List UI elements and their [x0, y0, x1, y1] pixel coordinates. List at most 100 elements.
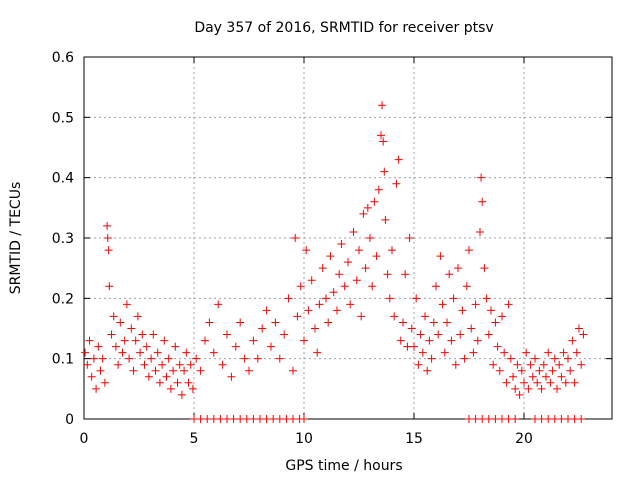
- data-point: [440, 348, 449, 357]
- data-point: [94, 342, 103, 351]
- data-point: [223, 330, 231, 339]
- x-tick-label: 0: [80, 431, 89, 447]
- data-points: [81, 101, 588, 423]
- x-tick-label: 15: [405, 431, 423, 447]
- data-point: [487, 306, 495, 315]
- data-point: [196, 366, 205, 375]
- data-point: [291, 234, 300, 242]
- data-point: [566, 366, 575, 375]
- grid-lines: [84, 57, 612, 419]
- data-point: [432, 282, 440, 291]
- data-point: [96, 366, 105, 375]
- data-point: [511, 415, 520, 423]
- data-point: [355, 246, 363, 255]
- data-point: [289, 366, 297, 375]
- data-point: [131, 336, 140, 345]
- data-point: [484, 330, 493, 339]
- y-tick-label: 0.5: [52, 110, 74, 126]
- data-point: [107, 330, 116, 339]
- data-point: [374, 185, 383, 194]
- x-axis-label: GPS time / hours: [285, 458, 402, 474]
- data-point: [427, 354, 436, 363]
- data-point: [129, 366, 138, 375]
- data-point: [169, 366, 178, 375]
- data-point: [517, 366, 526, 375]
- data-point: [478, 197, 487, 206]
- data-point: [383, 270, 392, 279]
- data-point: [214, 300, 223, 309]
- data-point: [473, 336, 482, 345]
- data-point: [394, 155, 403, 164]
- data-point: [262, 306, 271, 315]
- data-point: [120, 336, 129, 345]
- data-point: [564, 354, 572, 363]
- data-point: [378, 101, 387, 110]
- data-point: [577, 360, 586, 369]
- data-point: [326, 252, 335, 261]
- data-point: [118, 348, 127, 357]
- data-point: [329, 288, 338, 297]
- data-point: [352, 276, 361, 285]
- data-point: [122, 300, 131, 309]
- data-point: [184, 378, 193, 387]
- data-point: [125, 354, 134, 363]
- data-point: [155, 378, 164, 387]
- data-point: [340, 282, 349, 291]
- data-point: [368, 282, 377, 291]
- data-point: [175, 360, 184, 369]
- data-point: [335, 270, 344, 279]
- data-point: [557, 372, 566, 381]
- axis-ticks: 0 0.1 0.2 0.3 0.4 0.5 0.6 0 5 10 15 20: [52, 50, 612, 447]
- data-point: [147, 354, 156, 363]
- data-point: [370, 197, 379, 206]
- data-point: [465, 246, 473, 255]
- data-point: [92, 384, 101, 393]
- data-point: [550, 354, 559, 363]
- data-point: [140, 360, 149, 369]
- data-point: [401, 270, 410, 279]
- data-point: [522, 348, 531, 357]
- data-point: [245, 366, 253, 375]
- data-point: [142, 342, 151, 351]
- data-point: [548, 366, 557, 375]
- data-point: [533, 378, 542, 387]
- data-point: [421, 312, 429, 321]
- data-point: [438, 300, 447, 309]
- data-point: [385, 294, 394, 303]
- data-point: [89, 354, 98, 363]
- data-point: [561, 378, 570, 387]
- data-point: [575, 324, 583, 333]
- data-point: [379, 137, 388, 146]
- data-point: [109, 312, 118, 321]
- data-point: [173, 378, 182, 387]
- data-point: [344, 258, 352, 267]
- data-point: [579, 330, 588, 339]
- data-point: [434, 330, 443, 339]
- data-point: [429, 318, 438, 327]
- data-point: [399, 318, 407, 327]
- data-point: [171, 342, 180, 351]
- data-point: [535, 366, 544, 375]
- data-point: [570, 378, 579, 387]
- data-point: [572, 348, 581, 357]
- data-point: [460, 354, 469, 363]
- data-point: [372, 252, 381, 261]
- data-point: [133, 312, 142, 321]
- data-point: [366, 234, 374, 242]
- data-point: [166, 384, 175, 393]
- data-point: [227, 372, 236, 381]
- data-point: [449, 294, 458, 303]
- data-point: [83, 360, 92, 369]
- data-point: [188, 384, 197, 393]
- data-point: [544, 348, 553, 357]
- y-tick-label: 0.4: [52, 171, 74, 187]
- data-point: [511, 384, 520, 393]
- data-point: [182, 348, 191, 357]
- data-point: [489, 360, 498, 369]
- data-point: [377, 131, 385, 140]
- data-point: [313, 348, 322, 357]
- data-point: [105, 282, 114, 291]
- data-point: [396, 336, 405, 345]
- data-point: [209, 348, 218, 357]
- data-point: [318, 264, 327, 273]
